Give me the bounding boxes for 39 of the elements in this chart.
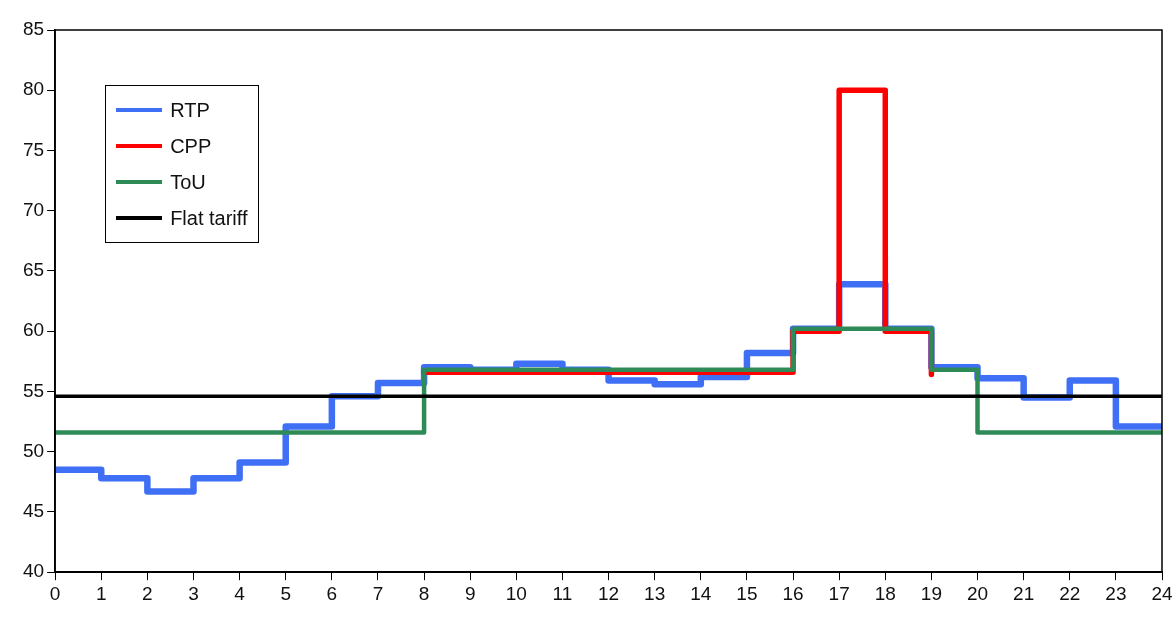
x-tick-label: 3 [188, 582, 199, 604]
y-tick-label: 75 [22, 138, 45, 160]
y-tick-label: 70 [22, 198, 45, 220]
x-tick-label: 20 [966, 582, 989, 604]
legend-label: CPP [170, 134, 212, 158]
x-tick-label: 16 [782, 582, 804, 604]
x-tick-label: 10 [505, 582, 527, 604]
legend-label: RTP [170, 98, 210, 122]
x-tick-label: 19 [920, 582, 942, 604]
legend-label: ToU [170, 170, 206, 194]
x-tick-label: 12 [598, 582, 620, 604]
y-tick-label: 65 [22, 259, 45, 281]
y-tick-label: 40 [22, 560, 45, 582]
x-tick-label: 11 [552, 582, 573, 604]
x-tick-label: 5 [280, 582, 292, 604]
x-tick-label: 23 [1105, 582, 1127, 604]
y-tick-label: 55 [22, 379, 45, 401]
x-tick-label: 0 [49, 582, 61, 604]
y-tick-label: 85 [22, 18, 45, 40]
x-tick-label: 22 [1059, 582, 1081, 604]
x-tick-label: 2 [142, 582, 153, 604]
x-tick-label: 4 [234, 582, 246, 604]
x-tick-label: 24 [1151, 582, 1173, 604]
y-tick-label: 50 [22, 439, 45, 461]
x-tick-label: 9 [464, 582, 476, 604]
x-tick-label: 8 [418, 582, 430, 604]
x-tick-label: 18 [874, 582, 896, 604]
x-tick-label: 17 [828, 582, 850, 604]
x-tick-label: 14 [690, 582, 712, 604]
y-tick-label: 45 [22, 500, 45, 522]
x-tick-label: 7 [372, 582, 384, 604]
x-tick-label: 15 [736, 582, 758, 604]
x-tick-label: 1 [95, 582, 107, 604]
y-tick-label: 60 [22, 319, 45, 341]
legend-label: Flat tariff [170, 206, 248, 230]
y-tick-label: 80 [22, 78, 45, 100]
x-tick-label: 21 [1013, 582, 1035, 604]
x-tick-label: 13 [644, 582, 666, 604]
x-tick-label: 6 [326, 582, 338, 604]
